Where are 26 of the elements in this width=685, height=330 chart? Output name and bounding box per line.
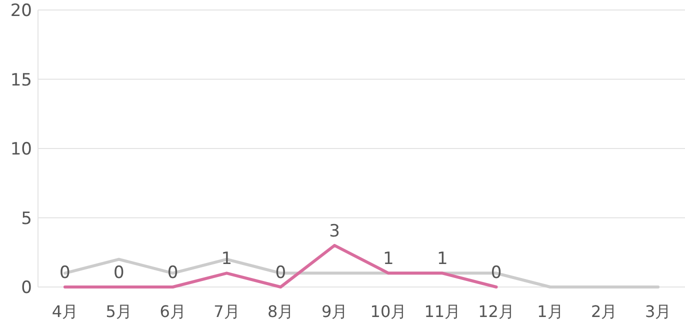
- data-label: 3: [329, 221, 340, 242]
- x-tick-label: 7月: [214, 302, 240, 321]
- data-label: 0: [60, 263, 70, 283]
- data-label: 0: [275, 263, 286, 283]
- x-tick-label: 11月: [424, 302, 461, 321]
- x-tick-label: 8月: [268, 302, 294, 321]
- x-tick-label: 4月: [52, 302, 78, 321]
- data-label: 0: [113, 263, 124, 283]
- data-label: 0: [490, 263, 502, 283]
- x-tick-label: 5月: [106, 302, 132, 321]
- x-tick-label: 10月: [370, 302, 407, 321]
- x-tick-label: 12月: [478, 302, 514, 321]
- y-tick-label: 10: [10, 140, 32, 160]
- y-tick-label: 15: [10, 70, 32, 90]
- x-tick-label: 1月: [537, 302, 564, 321]
- y-tick-label: 0: [21, 278, 32, 298]
- data-label: 0: [167, 263, 178, 283]
- x-tick-label: 3月: [644, 302, 672, 321]
- data-label: 1: [436, 249, 448, 270]
- y-tick-label: 5: [21, 208, 32, 229]
- data-label: 1: [221, 249, 232, 270]
- y-tick-label: 20: [10, 1, 32, 21]
- x-tick-label: 2月: [591, 302, 618, 321]
- x-tick-label: 9月: [321, 302, 348, 321]
- x-tick-label: 6月: [160, 302, 186, 321]
- data-label: 1: [383, 249, 394, 270]
